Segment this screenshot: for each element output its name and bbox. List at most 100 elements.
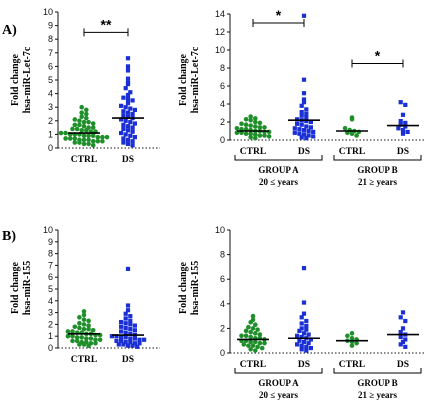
data-point [84,115,89,121]
data-point [79,110,84,115]
data-point [81,119,87,125]
data-point [114,334,119,339]
y-tick-label: 7 [48,48,53,58]
data-point [95,138,101,144]
panel-label-a: A) [2,23,17,38]
group-age-range: 21 ≥ years [358,390,397,400]
data-point [63,136,68,141]
data-point [79,104,84,110]
data-point [349,331,355,336]
data-point [403,102,408,107]
category-label: DS [397,360,409,370]
data-point [125,137,131,142]
data-point [345,333,350,339]
data-point [93,337,98,343]
category-label: CTRL [240,147,266,157]
data-point [299,326,304,331]
data-point [299,347,304,352]
data-point [398,119,403,124]
data-point [400,310,406,315]
y-axis-label: Fold changehsa-miR-155 [178,261,201,315]
data-point [86,119,91,125]
data-point [67,136,73,141]
data-point [400,339,406,345]
data-point [90,328,96,333]
y-axis-label-line: hsa-miR-Let-7c [190,46,201,113]
data-point [121,122,126,127]
data-point [255,327,260,332]
data-point [299,315,304,320]
data-point [123,340,128,345]
data-point [297,328,302,333]
chart-a-right: 0 2 4 6 8 10 12 14 Fold changehsa-miR-Let-7c CTRL… [178,7,425,187]
y-tick-label: 10 [43,7,53,17]
data-point [77,325,82,331]
data-point [132,328,137,333]
data-point [403,337,408,342]
data-point [304,124,309,129]
significance-marker: * [276,7,282,23]
y-tick-label: 5 [48,75,53,85]
data-point [301,97,307,102]
group-name: GROUP B [357,378,397,388]
data-point [299,334,304,340]
data-point [248,319,253,325]
data-point [125,114,131,119]
data-point [253,116,258,121]
group-name: GROUP A [258,378,299,388]
data-point [72,136,78,141]
data-point [398,315,403,320]
data-point [121,113,126,118]
data-point [74,338,80,344]
data-point [123,316,128,321]
data-point [128,318,133,323]
data-point [130,139,135,144]
data-point [123,321,128,326]
data-point [130,125,135,130]
data-point [121,342,126,347]
y-axis-label: Fold changehsa-miR-Let-7c [178,46,201,113]
data-point [299,321,304,326]
data-point [119,130,124,136]
data-point [79,335,84,340]
data-point [86,133,91,139]
y-tick-label: 2 [48,319,53,329]
data-point [90,125,96,130]
data-point [306,332,311,337]
data-point [119,329,124,334]
data-point [295,333,300,338]
data-point [398,334,403,340]
data-point [125,76,131,81]
data-point [253,339,258,345]
data-point [248,117,253,123]
y-tick-label: 0 [48,343,53,353]
data-point [81,137,87,143]
data-point [128,327,133,332]
data-point [77,122,82,128]
data-point [403,318,408,324]
data-point [255,344,260,350]
data-point [81,317,87,322]
data-point [398,329,403,335]
data-point [130,98,135,103]
data-point [301,266,307,271]
y-tick-label: 5 [48,284,53,294]
data-point [398,342,403,347]
data-point [128,120,133,125]
data-point [243,333,249,339]
y-tick-label: 4 [220,99,225,109]
data-point [243,131,249,136]
data-point [90,133,96,139]
data-point [79,114,84,120]
y-tick-label: 14 [215,9,225,19]
data-point [306,133,311,138]
data-point [354,133,359,138]
y-tick-label: 8 [220,250,225,260]
data-point [241,342,247,347]
data-point [292,126,297,131]
data-point [239,333,244,339]
data-point [128,331,133,336]
category-label: DS [298,147,310,157]
data-point [84,111,89,117]
data-point [257,340,263,346]
